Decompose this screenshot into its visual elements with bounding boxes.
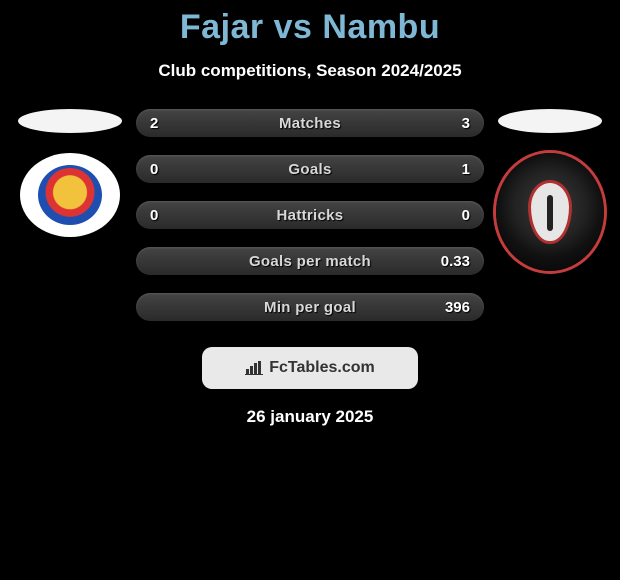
- bar-chart-icon: [245, 361, 263, 375]
- snapshot-date: 26 january 2025: [0, 407, 620, 427]
- stat-label: Matches: [279, 115, 341, 132]
- stat-right-value: 396: [430, 299, 470, 316]
- arema-badge: [20, 153, 120, 237]
- stat-row-hattricks: 0 Hattricks 0: [136, 201, 484, 229]
- stat-right-value: 0: [430, 207, 470, 224]
- right-player-col: [490, 109, 610, 271]
- club-badge-left: [20, 153, 120, 237]
- stat-left-value: 0: [150, 207, 190, 224]
- stat-right-value: 3: [430, 115, 470, 132]
- stat-label: Hattricks: [277, 207, 344, 224]
- main-area: 2 Matches 3 0 Goals 1 0 Hattricks 0 Goal…: [0, 109, 620, 321]
- stat-row-matches: 2 Matches 3: [136, 109, 484, 137]
- stat-label: Goals: [288, 161, 331, 178]
- stat-label: Min per goal: [264, 299, 356, 316]
- stats-column: 2 Matches 3 0 Goals 1 0 Hattricks 0 Goal…: [130, 109, 490, 321]
- bali-united-badge: [496, 153, 604, 271]
- stat-right-value: 0.33: [430, 253, 470, 270]
- arema-badge-inner: [38, 165, 102, 225]
- site-attribution: FcTables.com: [202, 347, 418, 389]
- stat-row-min-per-goal: Min per goal 396: [136, 293, 484, 321]
- left-player-col: [10, 109, 130, 237]
- page-title: Fajar vs Nambu: [0, 8, 620, 47]
- stat-row-goals: 0 Goals 1: [136, 155, 484, 183]
- stat-row-goals-per-match: Goals per match 0.33: [136, 247, 484, 275]
- page-subtitle: Club competitions, Season 2024/2025: [0, 61, 620, 81]
- bali-united-badge-inner: [528, 180, 572, 244]
- club-badge-right: [496, 153, 604, 271]
- site-label: FcTables.com: [269, 359, 375, 377]
- stat-label: Goals per match: [249, 253, 371, 270]
- comparison-card: Fajar vs Nambu Club competitions, Season…: [0, 0, 620, 427]
- player-face-placeholder-right: [498, 109, 602, 133]
- stat-left-value: 2: [150, 115, 190, 132]
- player-face-placeholder-left: [18, 109, 122, 133]
- stat-left-value: 0: [150, 161, 190, 178]
- stat-right-value: 1: [430, 161, 470, 178]
